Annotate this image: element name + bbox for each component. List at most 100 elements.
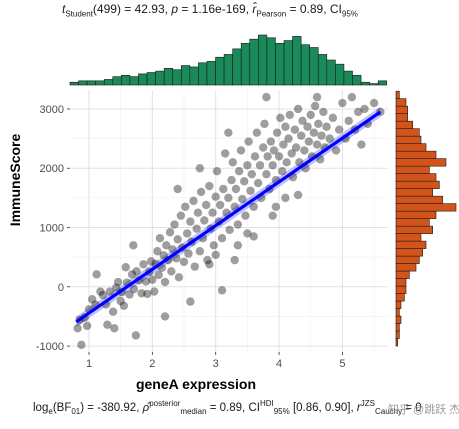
data-point	[293, 190, 303, 200]
right-histogram-bar	[395, 180, 440, 189]
right-histogram-bar	[395, 203, 457, 212]
data-point	[112, 283, 121, 292]
data-point	[113, 277, 123, 287]
data-point	[268, 161, 277, 170]
data-point	[312, 140, 322, 149]
data-point	[77, 340, 86, 350]
top-histogram-bar	[275, 43, 285, 86]
data-point	[274, 152, 284, 161]
caption-r-superscript: JZS	[360, 399, 375, 408]
data-point	[241, 211, 250, 220]
data-point	[172, 254, 181, 263]
data-point	[155, 233, 165, 243]
data-point	[276, 113, 285, 123]
caption-ci-value: [0.86, 0.90],	[289, 401, 357, 414]
data-point	[208, 208, 217, 217]
top-histogram-bar	[249, 38, 259, 86]
caption-rho-subscript: median	[180, 407, 207, 417]
data-point	[325, 134, 334, 143]
right-histogram-bar	[395, 263, 417, 272]
data-point	[354, 107, 363, 117]
caption-bf-subscript: 01	[71, 407, 81, 417]
data-point	[224, 193, 233, 203]
right-histogram-bar	[395, 135, 422, 144]
top-histogram-bar	[232, 48, 242, 86]
title-t-subscript: Student	[65, 9, 93, 19]
data-point	[108, 307, 118, 316]
data-point	[160, 277, 170, 287]
data-point	[110, 324, 119, 333]
title-r-symbol: r̂	[252, 2, 257, 16]
data-point	[293, 104, 303, 114]
top-marginal-histogram	[69, 34, 388, 86]
data-point	[314, 119, 323, 128]
data-point	[184, 249, 193, 258]
data-point	[96, 287, 105, 296]
title-t-value: (499) = 42.93,	[92, 2, 172, 16]
data-point	[260, 119, 269, 128]
data-point	[121, 263, 130, 272]
caption-ci-subscript: 95%	[273, 407, 290, 417]
data-point	[153, 247, 162, 256]
data-point	[282, 158, 291, 167]
data-point	[146, 257, 156, 266]
top-histogram-bar	[215, 56, 225, 86]
data-point	[179, 257, 189, 267]
regression-line	[75, 110, 382, 324]
data-point	[159, 251, 168, 260]
data-point	[116, 296, 125, 306]
data-point	[335, 125, 344, 134]
title-p-symbol: p	[171, 2, 178, 16]
data-point	[317, 131, 326, 140]
top-histogram-bar	[206, 61, 216, 86]
data-point	[182, 229, 192, 238]
data-point	[284, 134, 293, 143]
top-histogram-bar	[155, 70, 165, 86]
data-point	[190, 262, 199, 271]
caption-rho-superscript: posterior	[149, 399, 181, 408]
top-histogram-bar	[360, 81, 370, 86]
caption-rho-value: = 0.89, CI	[206, 401, 260, 414]
data-point	[268, 211, 277, 220]
data-point	[186, 217, 195, 226]
right-histogram-bar	[395, 315, 402, 324]
x-tick-label: 1	[86, 358, 92, 370]
y-axis-label: ImmuneScore	[7, 133, 23, 226]
data-point	[181, 202, 190, 211]
data-point	[127, 270, 137, 279]
data-point	[279, 140, 288, 149]
top-histogram-bar	[146, 72, 156, 86]
data-point	[243, 229, 252, 238]
data-point	[150, 287, 159, 296]
data-point	[255, 161, 265, 170]
data-point	[203, 255, 212, 265]
data-point	[143, 289, 152, 299]
caption-r-subscript: Cauchy	[374, 407, 403, 417]
data-point	[167, 267, 176, 276]
right-histogram-bar	[395, 158, 447, 167]
caption-r-value: = 0	[402, 401, 422, 414]
top-histogram-bar	[369, 83, 379, 86]
top-histogram-bar	[309, 47, 319, 86]
data-point	[173, 184, 182, 194]
y-tick-label: 2000	[40, 163, 64, 175]
data-point	[201, 200, 211, 210]
data-point	[240, 177, 249, 186]
right-histogram-bar	[395, 323, 400, 332]
data-point	[205, 260, 214, 269]
data-point	[247, 169, 257, 179]
x-tick-label: 4	[276, 358, 282, 370]
data-point	[189, 196, 198, 206]
data-point	[173, 235, 182, 244]
data-point	[269, 146, 279, 155]
data-point	[246, 186, 255, 195]
data-point	[312, 92, 322, 102]
data-point	[73, 324, 82, 333]
data-point	[291, 143, 301, 152]
data-point	[338, 98, 347, 108]
data-point	[228, 158, 238, 167]
data-point	[168, 245, 177, 254]
data-point	[211, 250, 220, 259]
right-histogram-bar	[395, 105, 408, 114]
data-point	[225, 225, 234, 235]
